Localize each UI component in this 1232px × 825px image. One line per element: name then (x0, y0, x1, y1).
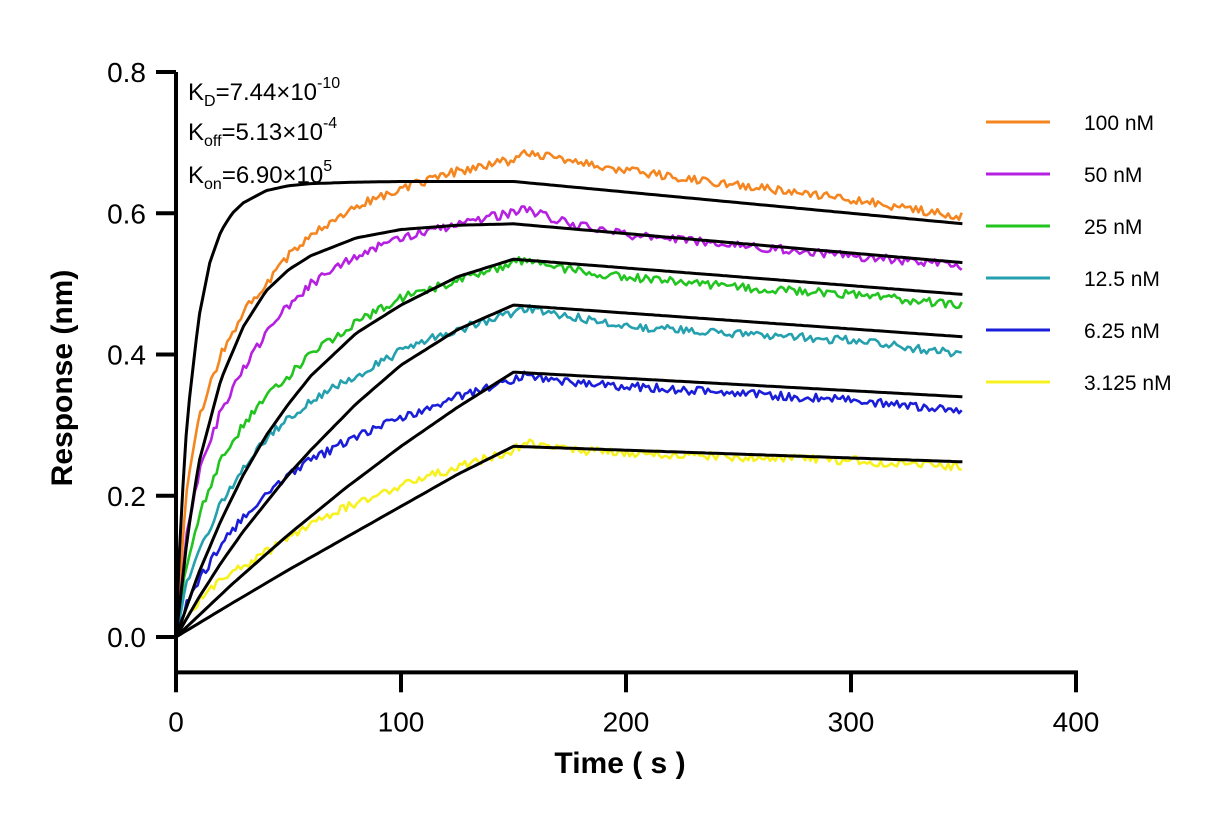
x-tick-label: 400 (1053, 706, 1100, 737)
koff-annotation: Koff=5.13×10-4 (188, 115, 337, 150)
y-tick-label: 0.4 (107, 340, 146, 371)
x-tick-label: 100 (378, 706, 425, 737)
legend-label: 3.125 nM (1084, 372, 1172, 395)
series-line-25-nM (174, 256, 963, 638)
y-axis-title: Response (nm) (46, 270, 79, 487)
fit-curve-100-nM (174, 180, 963, 638)
fit-curves (174, 180, 963, 639)
kon-annotation: Kon=6.90×105 (188, 158, 332, 193)
legend-label: 25 nM (1084, 216, 1142, 239)
y-tick-label: 0.6 (107, 198, 146, 229)
x-axis-title: Time ( s ) (554, 747, 685, 780)
series-line-50-nM (174, 205, 963, 638)
kinetic-constants: KD=7.44×10-10 Koff=5.13×10-4 Kon=6.90×10… (188, 75, 340, 193)
y-tick-label: 0.2 (107, 481, 146, 512)
y-tick-label: 0.8 (107, 57, 146, 88)
x-tick-label: 300 (828, 706, 875, 737)
legend-label: 6.25 nM (1084, 320, 1160, 343)
x-tick-label: 200 (603, 706, 650, 737)
series-line-100-nM (174, 149, 963, 638)
x-tick-label: 0 (168, 706, 184, 737)
legend: 100 nM 50 nM 25 nM 12.5 nM 6.25 nM 3.125 nM (986, 112, 1172, 395)
legend-label: 100 nM (1084, 112, 1154, 135)
series-line-12-5-nM (174, 303, 962, 638)
fit-curve-25-nM (174, 257, 963, 638)
fit-curve-50-nM (174, 222, 963, 638)
legend-label: 50 nM (1084, 164, 1142, 187)
data-traces (174, 149, 963, 638)
series-line-6-25-nM (174, 370, 963, 638)
fit-curve-3-125-nM (175, 444, 963, 639)
y-tick-label: 0.0 (107, 622, 146, 653)
legend-label: 12.5 nM (1084, 268, 1160, 291)
fit-curve-12-5-nM (174, 303, 963, 638)
fit-curve-6-25-nM (174, 370, 963, 639)
kd-annotation: KD=7.44×10-10 (188, 75, 340, 110)
